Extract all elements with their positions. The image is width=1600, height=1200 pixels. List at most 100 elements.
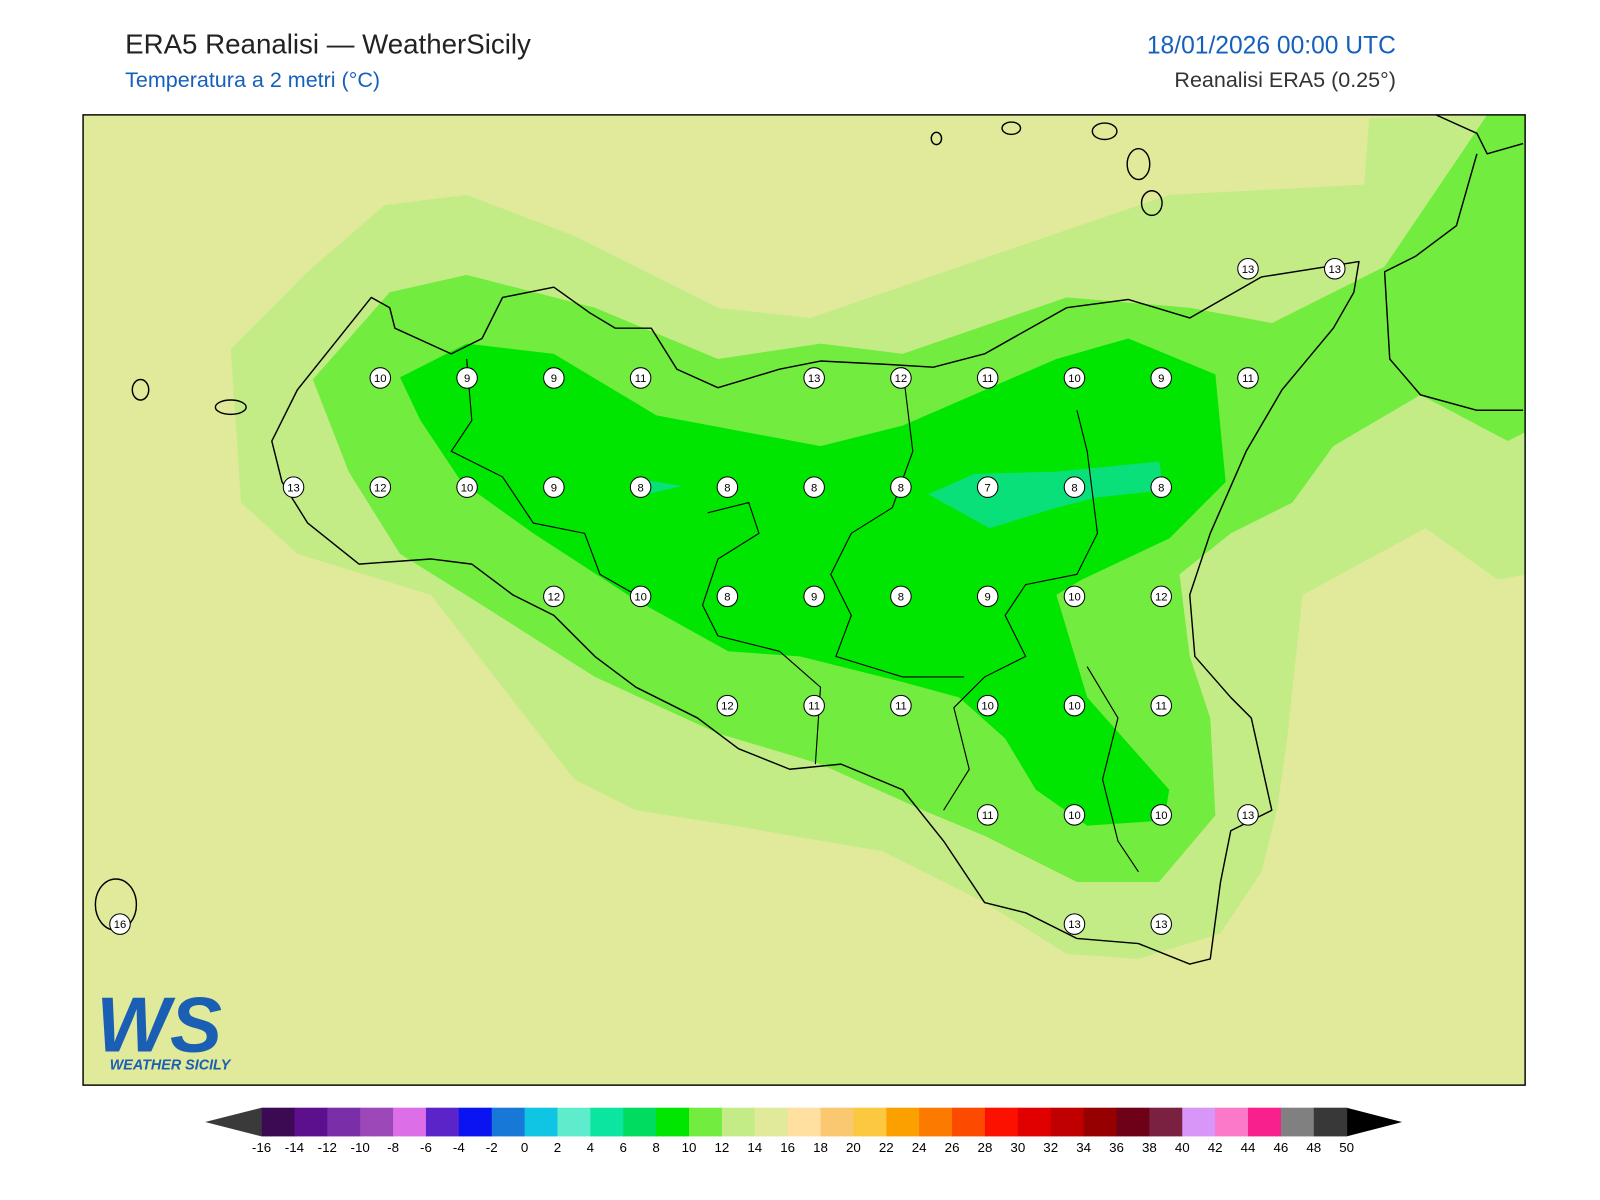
station-value: 12: [1155, 592, 1168, 604]
station-value: 11: [808, 701, 820, 713]
coastline-sicily: [271, 260, 1360, 965]
island: [1140, 190, 1163, 217]
colorbar-segment: [294, 1107, 328, 1137]
station-marker: [282, 476, 305, 498]
station-marker: [1237, 257, 1259, 280]
station-value: 7: [985, 482, 991, 494]
station-marker: [890, 694, 912, 717]
colorbar-tick-label: 40: [1175, 1140, 1190, 1155]
colorbar-segment: [327, 1107, 361, 1137]
station-marker: [976, 804, 999, 826]
colorbar-segment: [557, 1107, 591, 1137]
station-marker: [629, 585, 652, 608]
colorbar-tick-label: -16: [252, 1140, 271, 1155]
station-value: 10: [1155, 810, 1168, 822]
colorbar-segment: [820, 1107, 854, 1137]
station-value: 8: [1158, 482, 1164, 494]
island: [1091, 122, 1118, 141]
island: [131, 378, 150, 401]
colorbar-segment: [689, 1107, 723, 1137]
colorbar-segment: [524, 1107, 558, 1137]
colorbar-segment: [1116, 1107, 1150, 1137]
colorbar-segment: [393, 1107, 427, 1137]
colorbar-tick-label: 42: [1208, 1140, 1223, 1155]
colorbar-tick-label: 34: [1076, 1140, 1091, 1155]
province-border: [1086, 666, 1139, 873]
station-marker: [976, 367, 999, 389]
station-layer: 13 13 10 9 9 11 13 12 11 10 9 11 13 12 10 9 8 8 8 8 7 8 8 12 10 8…: [109, 257, 1346, 935]
colorbar: -16 -14 -12 -10 -8 -6 -4 -2 0 2 4 6 8 10 12 14 16 18 20 22 2…: [205, 1107, 1403, 1155]
colorbar-segment: [1149, 1107, 1183, 1137]
colorbar-tick-label: 46: [1273, 1140, 1288, 1155]
station-value: 8: [1071, 482, 1077, 494]
station-marker: [543, 585, 565, 608]
map-frame: [82, 114, 1526, 1086]
province-border: [701, 501, 822, 765]
station-marker: [629, 367, 652, 389]
colorbar-segment: [853, 1107, 887, 1137]
station-marker: [1063, 913, 1086, 935]
station-marker: [629, 476, 652, 498]
station-marker: [1063, 804, 1086, 826]
colorbar-segment: [787, 1107, 822, 1137]
station-value: 13: [808, 373, 821, 385]
colorbar-segment: [1017, 1107, 1052, 1137]
station-value: 11: [635, 373, 647, 385]
station-marker: [1150, 367, 1172, 389]
station-marker: [456, 476, 478, 498]
colorbar-segment: [919, 1107, 953, 1137]
colorbar-segment: [984, 1107, 1019, 1137]
province-border: [450, 358, 637, 596]
colorbar-tick-label: 26: [945, 1140, 960, 1155]
station-marker: [716, 694, 739, 717]
colorbar-segment: [1182, 1107, 1216, 1137]
station-value: 11: [982, 810, 994, 822]
station-value: 9: [464, 373, 470, 385]
station-marker: [369, 476, 392, 498]
colorbar-tick-label: 20: [846, 1140, 861, 1155]
colorbar-segment: [886, 1107, 920, 1137]
colorbar-tick-label: 28: [978, 1140, 993, 1155]
title: ERA5 Reanalisi — WeatherSicily: [125, 28, 531, 59]
colorbar-segment: [1215, 1107, 1249, 1137]
colorbar-segment: [261, 1107, 295, 1137]
station-marker: [543, 367, 565, 389]
station-value: 9: [811, 592, 817, 604]
subtitle: Temperatura a 2 metri (°C): [125, 68, 380, 92]
colorbar-over: [1346, 1107, 1403, 1137]
station-marker: [976, 476, 999, 498]
colorbar-tick-label: 38: [1142, 1140, 1157, 1155]
station-marker: [1063, 585, 1086, 608]
colorbar-tick-label: 12: [714, 1140, 729, 1155]
station-value: 10: [1068, 701, 1081, 713]
colorbar-tick-label: 10: [682, 1140, 697, 1155]
station-value: 13: [1068, 919, 1081, 931]
station-marker: [1150, 694, 1172, 717]
colorbar-tick-label: 50: [1339, 1140, 1354, 1155]
station-marker: [803, 585, 825, 608]
colorbar-segment: [721, 1107, 756, 1137]
station-value: 10: [374, 373, 387, 385]
station-value: 8: [898, 592, 904, 604]
colorbar-tick-label: -4: [453, 1140, 465, 1155]
province-border: [943, 410, 1099, 811]
station-value: 10: [634, 592, 647, 604]
field-6-8: [646, 480, 683, 495]
colorbar-tick-label: -14: [285, 1140, 305, 1155]
station-value: 16: [114, 919, 127, 931]
colorbar-tick-label: 14: [747, 1140, 762, 1155]
station-value: 12: [721, 701, 734, 713]
station-value: 12: [374, 482, 387, 494]
station-value: 12: [895, 373, 908, 385]
logo-name: WEATHER SICILY: [110, 1058, 232, 1074]
colorbar-segment: [360, 1107, 394, 1137]
station-marker: [1150, 913, 1172, 935]
station-value: 9: [1158, 373, 1164, 385]
colorbar-tick-label: -12: [318, 1140, 337, 1155]
station-marker: [803, 367, 825, 389]
logo-mark: WS: [96, 980, 222, 1068]
colorbar-segment: [491, 1107, 526, 1137]
colorbar-tick-label: 8: [652, 1140, 659, 1155]
